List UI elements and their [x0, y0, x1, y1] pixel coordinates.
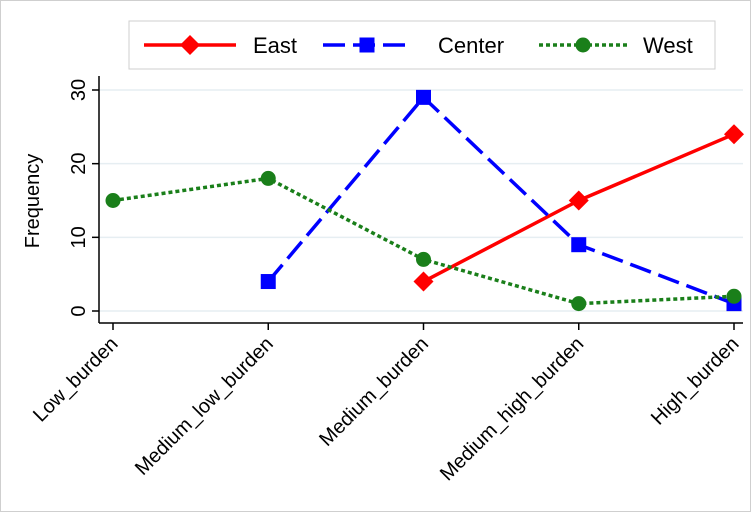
legend: East Center West: [128, 20, 716, 70]
legend-label-west: West: [643, 33, 693, 58]
data-point-west-2: [416, 251, 431, 267]
data-point-west-0: [105, 193, 121, 208]
y-tick-label-10: 10: [68, 226, 90, 248]
y-tick-label-0: 0: [68, 305, 90, 316]
legend-marker-east: [180, 35, 200, 55]
x-tick-label-4: High_burden: [647, 333, 744, 430]
x-tick-label-0: Low_burden: [29, 333, 122, 426]
legend-label-east: East: [253, 33, 297, 58]
axes: 0 10 20 30 Low_burden Medium_low_burden Medium…: [29, 76, 744, 485]
y-tick-label-20: 20: [68, 153, 90, 175]
series-center: [260, 89, 742, 312]
series-line-center: [266, 95, 735, 306]
data-point-east-2: [413, 271, 434, 292]
legend-label-center: Center: [438, 33, 504, 58]
data-point-center-1: [260, 274, 276, 290]
series-layer: [105, 89, 744, 312]
legend-marker-west: [575, 37, 591, 53]
data-point-west-1: [260, 170, 276, 186]
data-point-west-3: [571, 296, 587, 312]
series-east: [413, 124, 744, 292]
x-tick-label-3: Medium_high_burden: [436, 333, 588, 485]
x-tick-label-2: Medium_burden: [315, 333, 433, 451]
data-point-west-4: [726, 288, 742, 304]
legend-marker-center: [359, 37, 375, 53]
y-tick-label-30: 30: [68, 79, 90, 101]
x-tick-label-1: Medium_low_burden: [131, 333, 278, 480]
data-point-center-3: [571, 237, 587, 253]
series-west: [105, 170, 742, 312]
data-point-center-2: [416, 89, 431, 105]
y-axis-label: Frequency: [22, 154, 44, 249]
data-point-east-3: [568, 190, 589, 211]
data-point-east-4: [724, 124, 744, 145]
